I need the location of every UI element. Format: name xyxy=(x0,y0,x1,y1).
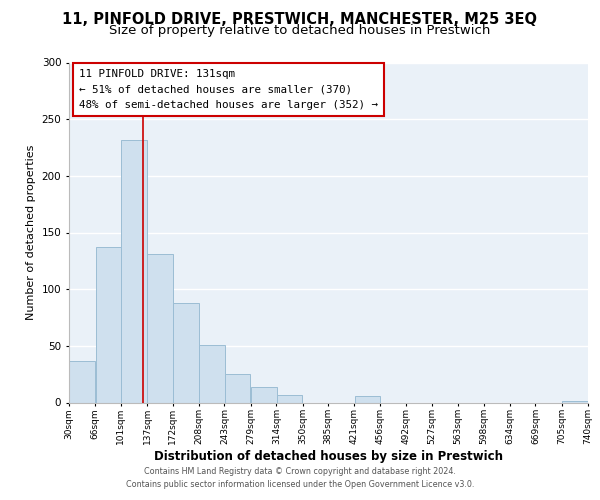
Text: Contains HM Land Registry data © Crown copyright and database right 2024.
Contai: Contains HM Land Registry data © Crown c… xyxy=(126,468,474,489)
Bar xyxy=(173,303,199,402)
X-axis label: Distribution of detached houses by size in Prestwich: Distribution of detached houses by size … xyxy=(154,450,503,463)
Y-axis label: Number of detached properties: Number of detached properties xyxy=(26,145,36,320)
Text: 11, PINFOLD DRIVE, PRESTWICH, MANCHESTER, M25 3EQ: 11, PINFOLD DRIVE, PRESTWICH, MANCHESTER… xyxy=(62,12,538,27)
Bar xyxy=(355,396,380,402)
Bar xyxy=(199,344,225,403)
Bar xyxy=(121,140,147,402)
Bar xyxy=(95,247,121,402)
Bar xyxy=(148,254,173,402)
Text: Size of property relative to detached houses in Prestwich: Size of property relative to detached ho… xyxy=(109,24,491,37)
Text: 11 PINFOLD DRIVE: 131sqm
← 51% of detached houses are smaller (370)
48% of semi-: 11 PINFOLD DRIVE: 131sqm ← 51% of detach… xyxy=(79,70,379,110)
Bar xyxy=(225,374,250,402)
Bar xyxy=(251,386,277,402)
Bar xyxy=(69,360,95,403)
Bar xyxy=(277,394,302,402)
